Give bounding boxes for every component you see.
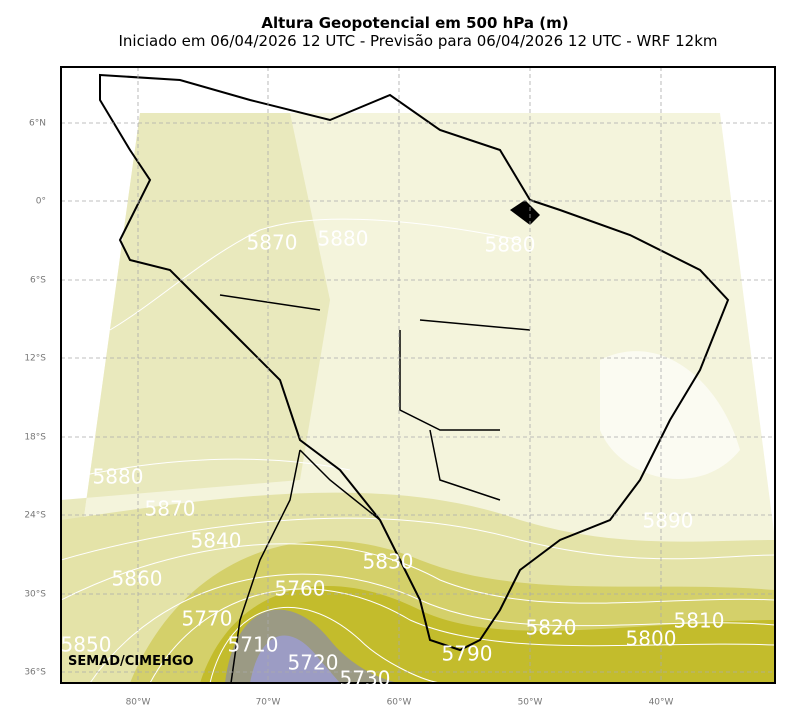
lat-label: 6°S xyxy=(30,276,46,286)
contour-label: 5890 xyxy=(643,509,694,533)
contour-line xyxy=(61,458,351,481)
contour-label: 5770 xyxy=(182,607,233,631)
contour-label: 5850 xyxy=(61,633,112,657)
contour-line xyxy=(149,588,775,683)
credit: SEMAD/CIMEHGO xyxy=(68,654,194,669)
lat-label: 30°S xyxy=(24,590,46,600)
island xyxy=(510,200,540,225)
lon-label: 80°W xyxy=(126,698,151,708)
borders xyxy=(219,294,531,683)
contour-label: 5710 xyxy=(228,633,279,657)
contour-label: 5820 xyxy=(526,616,577,640)
lat-label: 24°S xyxy=(24,511,46,521)
contour-label: 5880 xyxy=(318,227,369,251)
contour-label: 5830 xyxy=(363,550,414,574)
contour-label: 5760 xyxy=(275,577,326,601)
contour-label: 5880 xyxy=(93,465,144,489)
field-trough-core xyxy=(250,635,340,683)
title: Altura Geopotencial em 500 hPa (m) xyxy=(261,14,568,32)
contour-line xyxy=(209,607,441,683)
contour-label: 5720 xyxy=(288,651,339,675)
lat-label: 6°N xyxy=(29,119,46,129)
map-field xyxy=(61,73,775,683)
contour-label: 5870 xyxy=(247,231,298,255)
map-frame xyxy=(60,66,776,684)
labels: 6°N 0° 6°S 12°S 18°S 24°S 30°S 36°S 80°W 70°W 60°W… xyxy=(24,119,724,708)
subtitle: Iniciado em 06/04/2026 12 UTC - Previsão… xyxy=(118,32,717,50)
contour-label: 5730 xyxy=(340,667,391,691)
lat-label: 36°S xyxy=(24,668,46,678)
contour-line xyxy=(109,218,521,331)
contour-label: 5840 xyxy=(191,529,242,553)
contour-label: 5860 xyxy=(112,567,163,591)
lon-label: 40°W xyxy=(649,698,674,708)
contour-line xyxy=(61,543,775,604)
contour-label: 5810 xyxy=(674,609,725,633)
lon-label: 70°W xyxy=(256,698,281,708)
lat-label: 18°S xyxy=(24,433,46,443)
coastline xyxy=(99,73,730,652)
contour-label: 5790 xyxy=(442,642,493,666)
field-high xyxy=(600,351,740,479)
contour-label: 5800 xyxy=(626,627,677,651)
contour-line xyxy=(61,517,775,561)
lat-label: 12°S xyxy=(24,354,46,364)
lat-label: 0° xyxy=(36,197,46,207)
contour-label: 5870 xyxy=(145,497,196,521)
lon-label: 60°W xyxy=(387,698,412,708)
graticule xyxy=(61,67,775,683)
lon-label: 50°W xyxy=(518,698,543,708)
contour-label: 5880 xyxy=(485,233,536,257)
